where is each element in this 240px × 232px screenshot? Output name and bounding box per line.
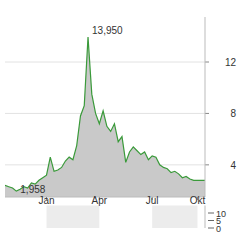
tick <box>208 220 214 221</box>
chart: 4812JanAprJulOkt13,9501,9580510 <box>0 0 240 232</box>
annotation: 13,950 <box>92 25 123 36</box>
plot <box>5 37 205 197</box>
price-line <box>5 37 205 191</box>
tick-label: 12 <box>225 57 237 68</box>
tick <box>208 228 214 229</box>
grid-line <box>5 62 205 63</box>
tick-label: 10 <box>216 209 226 219</box>
tick <box>205 113 209 114</box>
tick <box>205 164 209 165</box>
band <box>152 206 197 229</box>
tick-label: 4 <box>230 160 236 171</box>
y-axis <box>205 17 206 197</box>
annotation: 1,958 <box>20 184 45 195</box>
tick <box>208 213 214 214</box>
band <box>47 206 100 229</box>
area <box>5 37 205 197</box>
tick-label: Okt <box>190 195 206 206</box>
grid-line <box>5 113 205 114</box>
tick-label: Apr <box>92 195 108 206</box>
y-axis <box>205 206 206 229</box>
tick <box>205 62 209 63</box>
tick-label: Jul <box>146 195 159 206</box>
tick-label: Jan <box>38 195 54 206</box>
tick-label: 8 <box>230 108 236 119</box>
